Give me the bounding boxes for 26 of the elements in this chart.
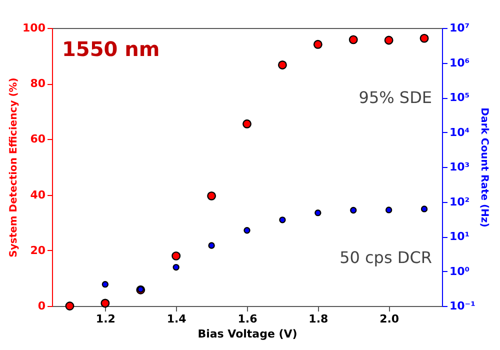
y-tick-label: 100 <box>22 22 46 34</box>
y2-axis-title: Dark Count Rate (Hz) <box>478 108 490 228</box>
y-axis-title: System Detection Efficiency (%) <box>8 78 20 258</box>
y-tick-label: 0 <box>38 300 46 312</box>
y-tick-label: 60 <box>30 132 46 146</box>
y2-tick-label: 10³ <box>450 160 470 174</box>
x-axis-title: Bias Voltage (V) <box>198 328 298 340</box>
x-tick-label: 1.2 <box>96 312 116 326</box>
y2-tick-label: 10⁶ <box>450 56 470 70</box>
x-tick-label: 1.4 <box>166 312 187 326</box>
annotation: 1550 nm <box>62 37 160 61</box>
y-tick-label: 40 <box>30 188 46 202</box>
y-tick-label: 80 <box>30 77 46 90</box>
x-tick-label: 1.6 <box>238 312 258 326</box>
annotation: 95% SDE <box>358 88 432 107</box>
x-tick-label: 1.8 <box>308 312 328 326</box>
y2-tick-label: 10⁵ <box>450 91 470 104</box>
y2-tick-label: 10⁻¹ <box>450 300 476 312</box>
y2-tick-label: 10¹ <box>450 230 470 243</box>
y-tick-label: 20 <box>30 244 46 257</box>
y2-tick-label: 10⁰ <box>450 264 470 278</box>
y2-tick-label: 10² <box>450 195 470 208</box>
x-tick-label: 2.0 <box>380 312 400 326</box>
y2-tick-label: 10⁷ <box>450 22 470 34</box>
annotation: 50 cps DCR <box>340 248 432 267</box>
y2-tick-label: 10⁴ <box>450 126 470 139</box>
